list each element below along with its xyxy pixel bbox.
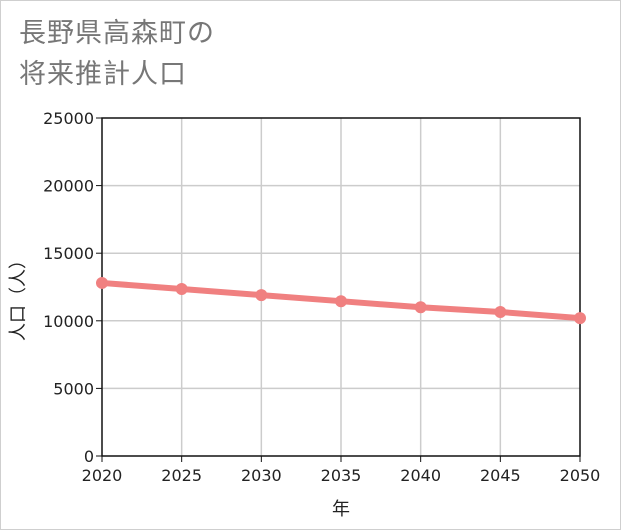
chart-title-line-2: 将来推計人口 — [19, 59, 187, 90]
data-point[interactable] — [494, 306, 507, 319]
data-point[interactable] — [414, 301, 427, 314]
x-tick-label: 2050 — [560, 466, 601, 485]
data-point[interactable] — [335, 295, 347, 308]
y-tick-label: 15000 — [43, 244, 94, 263]
x-tick-label: 2030 — [241, 466, 282, 485]
y-axis-title: 人口（人） — [8, 251, 29, 341]
x-axis-title: 年 — [332, 499, 350, 520]
x-tick-label: 2040 — [400, 466, 441, 485]
x-tick-label: 2025 — [161, 466, 202, 485]
x-tick-label: 2045 — [480, 466, 521, 485]
x-axis-ticks: 2020 2025 2030 2035 2040 2045 2050 — [82, 456, 601, 485]
y-tick-label: 20000 — [43, 177, 94, 196]
data-point[interactable] — [175, 283, 188, 296]
y-tick-label: 25000 — [43, 109, 94, 128]
data-point[interactable] — [255, 289, 268, 302]
y-tick-label: 10000 — [43, 312, 94, 331]
chart-title: 長野県高森町の 将来推計人口 — [19, 13, 215, 95]
x-tick-label: 2035 — [321, 466, 362, 485]
data-point[interactable] — [574, 312, 586, 325]
x-tick-label: 2020 — [82, 466, 123, 485]
grid-lines — [102, 118, 580, 456]
data-point[interactable] — [96, 276, 108, 289]
y-tick-label: 5000 — [53, 379, 94, 398]
y-tick-label: 0 — [84, 447, 94, 466]
series-layer — [96, 276, 586, 325]
y-axis-ticks: 0 5000 10000 15000 20000 25000 — [43, 109, 102, 466]
chart-title-line-1: 長野県高森町の — [19, 18, 215, 49]
